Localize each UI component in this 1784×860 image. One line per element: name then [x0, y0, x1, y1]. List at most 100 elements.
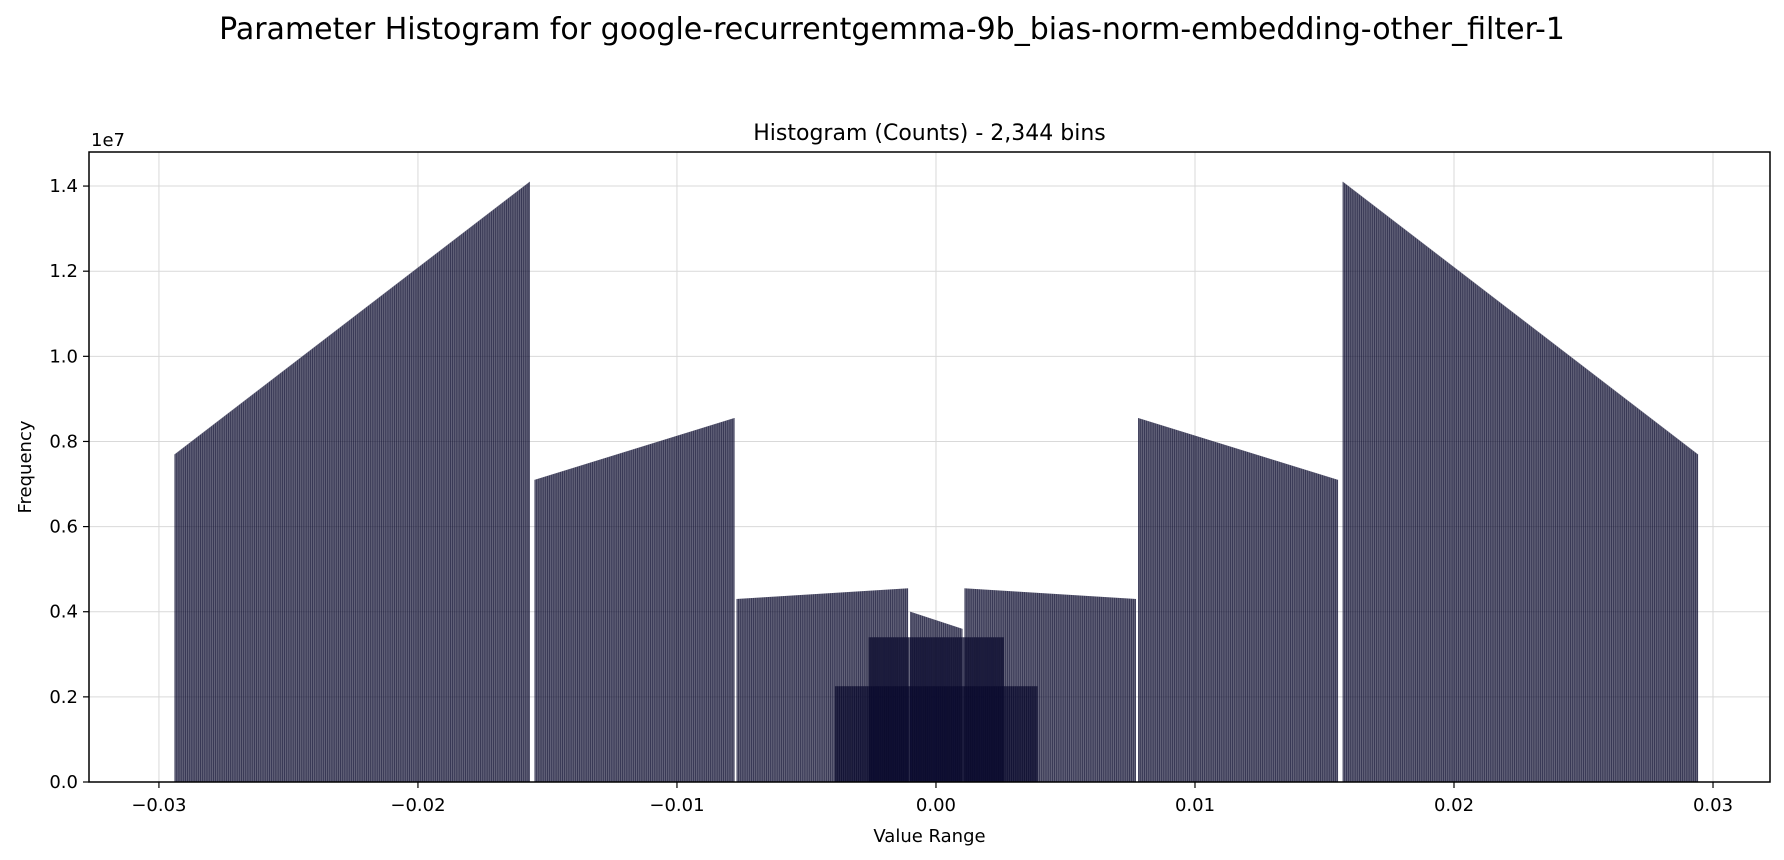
histogram-bar	[1575, 360, 1576, 782]
histogram-bar	[1312, 472, 1314, 782]
histogram-bar	[936, 637, 938, 782]
histogram-bar	[406, 275, 408, 782]
histogram-bar	[1659, 425, 1661, 782]
histogram-bar	[568, 469, 569, 782]
histogram-bar	[978, 637, 980, 782]
histogram-bar	[1089, 596, 1090, 782]
histogram-bar	[1231, 447, 1233, 782]
histogram-bar	[1308, 470, 1310, 782]
histogram-bar	[1276, 460, 1277, 782]
histogram-bar	[1353, 190, 1355, 783]
histogram-bar	[817, 593, 819, 782]
histogram-bar	[676, 435, 678, 782]
histogram-bar	[276, 376, 277, 782]
histogram-bar	[1642, 412, 1644, 782]
histogram-bar	[979, 589, 981, 782]
histogram-bar	[1663, 428, 1665, 782]
histogram-bar	[1072, 595, 1074, 782]
histogram-bar	[929, 618, 931, 782]
histogram-bar	[905, 637, 907, 782]
histogram-bar	[552, 474, 553, 782]
histogram-bar	[274, 377, 276, 782]
histogram-bar	[1295, 466, 1297, 782]
histogram-bar	[1185, 432, 1187, 782]
histogram-bar	[748, 598, 749, 782]
histogram-bar	[369, 304, 370, 782]
histogram-bar	[1467, 277, 1469, 782]
histogram-bar	[180, 449, 182, 782]
histogram-bar	[909, 637, 910, 782]
histogram-bar	[1205, 439, 1207, 782]
histogram-bar	[834, 686, 836, 782]
histogram-bar	[629, 450, 630, 782]
histogram-bar	[773, 596, 775, 782]
histogram-bar	[268, 381, 270, 782]
histogram-bar	[1472, 281, 1473, 782]
histogram-bar	[262, 386, 263, 782]
histogram-bar	[1053, 593, 1055, 782]
histogram-bar	[1044, 593, 1046, 782]
histogram-bar	[883, 637, 884, 782]
histogram-bar	[1254, 454, 1256, 782]
histogram-bar	[1651, 419, 1653, 782]
histogram-bar	[1415, 237, 1417, 782]
histogram-bar	[1181, 431, 1182, 782]
histogram-bar	[541, 477, 542, 782]
histogram-bar	[750, 598, 751, 782]
histogram-bar	[972, 588, 973, 782]
histogram-bar	[938, 621, 940, 782]
histogram-bar	[737, 598, 738, 782]
histogram-bar	[901, 637, 902, 782]
histogram-bar	[1050, 593, 1052, 782]
histogram-bar	[256, 391, 258, 782]
histogram-bar	[1049, 593, 1050, 782]
histogram-bar	[927, 637, 929, 782]
histogram-bar	[299, 358, 301, 782]
histogram-bar	[1258, 455, 1260, 782]
histogram-bar	[786, 595, 787, 782]
histogram-bar	[1150, 421, 1151, 782]
histogram-bar	[932, 637, 933, 782]
histogram-bar	[307, 351, 309, 782]
histogram-bar	[297, 359, 299, 782]
histogram-bar	[1697, 454, 1699, 782]
histogram-bar	[828, 593, 830, 782]
histogram-bar	[316, 345, 318, 782]
histogram-bar	[1433, 251, 1435, 783]
histogram-bar	[992, 590, 994, 782]
histogram-bar	[1509, 309, 1510, 782]
histogram-bar	[196, 437, 198, 782]
histogram-bar	[1094, 596, 1095, 782]
histogram-bar	[287, 367, 288, 782]
histogram-bar	[877, 637, 878, 782]
histogram-bar	[1002, 590, 1004, 782]
histogram-bar	[469, 227, 471, 782]
histogram-bar	[804, 594, 805, 782]
histogram-bar	[467, 229, 469, 782]
histogram-bar	[376, 299, 377, 782]
histogram-bar	[860, 686, 861, 782]
histogram-bar	[1604, 382, 1605, 782]
histogram-bar	[776, 596, 777, 782]
histogram-bar	[188, 443, 190, 782]
histogram-bar	[863, 686, 865, 782]
histogram-bar	[1487, 293, 1489, 782]
histogram-bar	[1682, 442, 1684, 782]
histogram-bar	[1677, 439, 1679, 782]
histogram-bar	[1577, 361, 1578, 782]
histogram-bar	[1500, 302, 1501, 782]
histogram-bar	[1078, 595, 1080, 782]
histogram-bar	[681, 434, 683, 782]
histogram-bar	[1000, 637, 1001, 782]
histogram-bar	[323, 339, 325, 782]
histogram-bar	[1558, 347, 1560, 782]
histogram-bar	[518, 189, 520, 783]
histogram-bar	[864, 686, 865, 782]
histogram-bar	[809, 594, 811, 782]
histogram-bar	[1021, 591, 1022, 782]
histogram-bar	[227, 413, 228, 782]
histogram-bar	[1534, 329, 1536, 782]
histogram-bar	[925, 616, 927, 782]
histogram-bar	[1555, 345, 1557, 782]
histogram-bar	[1138, 418, 1140, 782]
